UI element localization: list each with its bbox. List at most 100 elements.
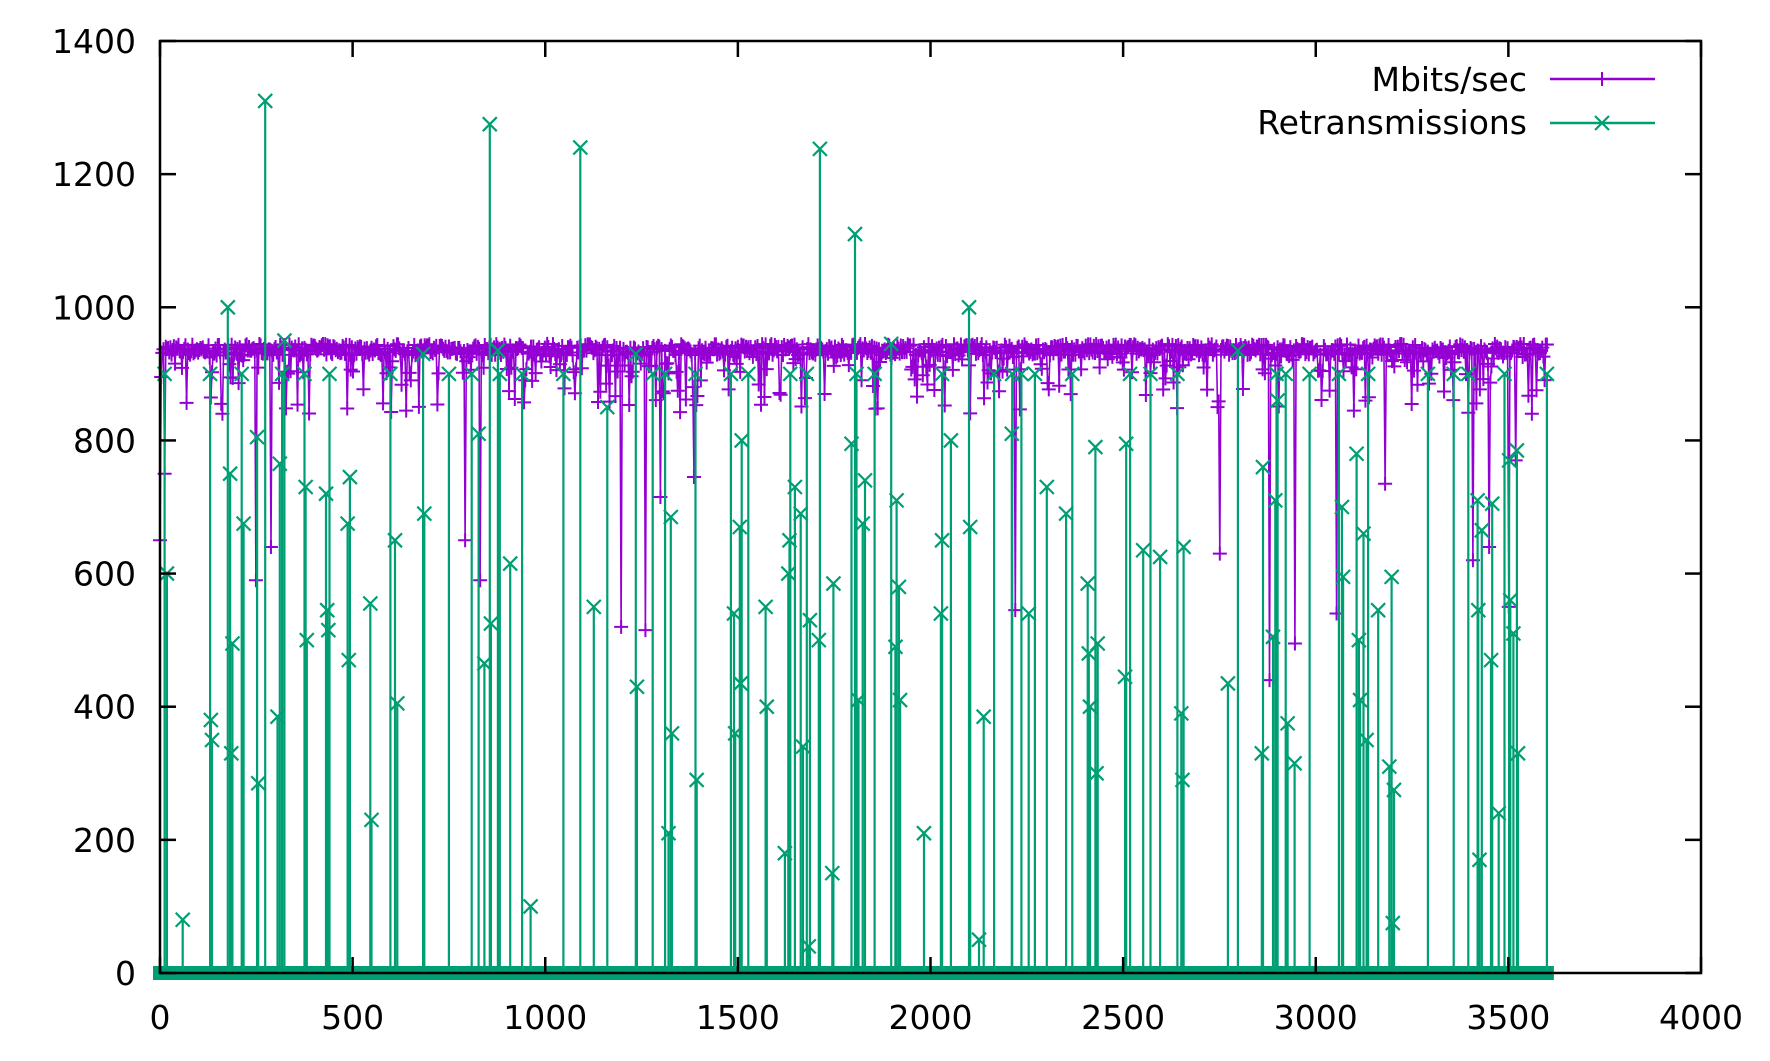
point-retransmissions (644, 366, 661, 382)
point-mbits (1524, 406, 1539, 421)
point-mbits (528, 366, 543, 381)
point-mbits (1400, 355, 1415, 370)
point-mbits (543, 359, 558, 374)
point-retransmissions (202, 366, 218, 382)
point-retransmissions (1331, 366, 1347, 382)
point-retransmissions (1089, 635, 1106, 652)
point-retransmissions (934, 532, 950, 549)
point-mbits (1200, 382, 1215, 397)
point-retransmissions (1510, 745, 1526, 762)
point-mbits (907, 372, 922, 387)
point-retransmissions (220, 299, 236, 316)
point-mbits (455, 365, 470, 380)
point-retransmissions (740, 366, 757, 382)
point-retransmissions (628, 346, 644, 362)
point-retransmissions (1502, 592, 1519, 608)
point-mbits (1052, 378, 1067, 393)
point-mbits (963, 406, 978, 421)
point-retransmissions (962, 519, 978, 535)
point-mbits (826, 358, 841, 373)
point-retransmissions (892, 692, 908, 708)
point-mbits (937, 398, 952, 413)
point-mbits (1259, 337, 1274, 352)
point-retransmissions (257, 93, 273, 109)
point-mbits (614, 619, 629, 634)
point-mbits (342, 338, 357, 353)
point-mbits (1422, 376, 1437, 391)
point-retransmissions (800, 938, 817, 955)
point-mbits (343, 362, 358, 377)
point-mbits (673, 405, 688, 420)
point-retransmissions (1381, 758, 1398, 775)
point-retransmissions (476, 655, 493, 672)
point-mbits (385, 354, 400, 369)
point-retransmissions (857, 472, 873, 489)
point-retransmissions (975, 708, 992, 725)
point-retransmissions (1079, 575, 1096, 592)
legend-cross-icon (1594, 115, 1610, 131)
point-mbits (1063, 387, 1078, 402)
point-retransmissions (732, 519, 748, 535)
point-retransmissions (1445, 366, 1462, 382)
point-mbits (1472, 382, 1487, 397)
point-mbits (1476, 372, 1491, 387)
point-mbits (1041, 382, 1056, 397)
axis-ticks: 0 500 1000 1500 2000 2500 3000 3500 4000 0 200 400 6… (52, 22, 1743, 1037)
point-mbits (1268, 358, 1283, 373)
point-mbits (1387, 359, 1402, 374)
point-retransmissions (272, 455, 288, 472)
point-mbits (866, 378, 881, 393)
point-mbits (394, 377, 409, 392)
point-mbits (1283, 340, 1298, 355)
point-mbits (399, 403, 414, 418)
point-retransmissions (481, 116, 498, 132)
point-retransmissions (986, 366, 1002, 382)
point-retransmissions (223, 745, 240, 762)
point-mbits (1314, 392, 1329, 407)
point-retransmissions (502, 555, 518, 572)
point-mbits (1520, 347, 1535, 362)
point-retransmissions (757, 599, 774, 615)
point-retransmissions (657, 366, 673, 382)
point-retransmissions (787, 479, 803, 495)
point-retransmissions (1420, 366, 1436, 382)
point-mbits (660, 356, 675, 371)
point-retransmissions (629, 678, 645, 695)
point-retransmissions (1027, 366, 1043, 382)
point-mbits (622, 398, 637, 413)
point-retransmissions (222, 465, 238, 482)
point-retransmissions (1474, 522, 1490, 539)
point-retransmissions (824, 865, 841, 881)
point-mbits (1447, 355, 1462, 370)
point-mbits (473, 573, 488, 588)
point-mbits (597, 337, 612, 352)
point-mbits (753, 397, 768, 412)
point-mbits (1115, 355, 1130, 370)
point-mbits (1297, 337, 1312, 352)
point-mbits (1536, 349, 1551, 364)
point-mbits (617, 358, 632, 373)
point-mbits (1469, 396, 1484, 411)
x-tick-label: 2000 (889, 998, 973, 1037)
point-retransmissions (274, 366, 290, 382)
point-mbits (638, 623, 653, 638)
point-retransmissions (1460, 366, 1477, 382)
point-mbits (721, 382, 736, 397)
point-mbits (566, 365, 581, 380)
point-retransmissions (1505, 625, 1522, 642)
point-mbits (222, 357, 237, 372)
point-retransmissions (1335, 569, 1351, 585)
point-mbits (1445, 347, 1460, 362)
point-mbits (1034, 361, 1049, 376)
y-tick-label: 400 (73, 688, 136, 727)
point-mbits (1378, 476, 1393, 491)
point-mbits (603, 344, 618, 359)
point-retransmissions (441, 366, 457, 382)
point-mbits (374, 347, 389, 362)
point-retransmissions (249, 429, 265, 445)
x-tick-label: 0 (150, 998, 171, 1037)
point-retransmissions (663, 509, 679, 525)
point-mbits (1410, 377, 1425, 392)
point-mbits (214, 396, 229, 411)
point-retransmissions (825, 575, 842, 592)
